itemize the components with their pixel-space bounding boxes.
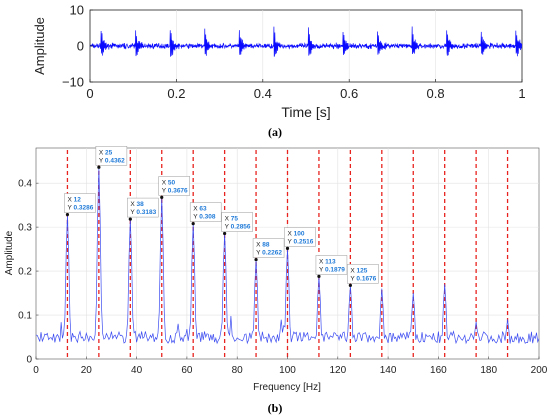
datatip-x-readout: X 12 [67, 197, 81, 204]
spectrum-x-tick-label: 0 [33, 365, 39, 376]
spectrum-plot-grid [36, 148, 539, 359]
datatip-marker [317, 274, 321, 279]
datatip-box [252, 238, 285, 258]
datatip-box [127, 197, 159, 218]
datatip-y-readout: Y 0.2516 [288, 238, 314, 245]
datatip: X 25Y 0.4362 [95, 146, 128, 169]
datatip-box [158, 176, 190, 196]
datatip-marker [65, 212, 70, 217]
spectrum-y-tick-label: 0.2 [18, 267, 32, 278]
spectrum-x-tick-label: 200 [531, 365, 548, 376]
time-y-axis-label: Amplitude [32, 17, 47, 75]
time-signal-line [89, 26, 523, 57]
datatip-box [189, 202, 222, 222]
datatip-x-readout: X 113 [319, 258, 336, 265]
datatip: X 63Y 0.308 [189, 202, 222, 226]
datatip-box [284, 227, 316, 247]
spectrum-y-axis-label: Amplitude [4, 230, 15, 275]
datatip-marker [191, 222, 195, 226]
datatip-box [315, 255, 348, 275]
panel-b-label: (b) [268, 401, 283, 415]
datatip-x-readout: X 63 [193, 206, 207, 213]
datatip-y-readout: Y 0.308 [193, 214, 216, 221]
datatip: X 38Y 0.3183 [127, 197, 159, 221]
time-signal-series [89, 26, 523, 57]
spectrum-x-tick-label: 100 [279, 365, 296, 376]
datatip: X 75Y 0.2856 [221, 212, 253, 236]
datatip-y-readout: Y 0.3183 [130, 209, 156, 216]
time-x-tick-label: 0.8 [427, 86, 445, 101]
datatip-x-readout: X 125 [350, 267, 367, 274]
time-y-ticks: −10 0 10 [62, 3, 93, 90]
datatip-y-readout: Y 0.4362 [99, 157, 125, 164]
datatip-y-readout: Y 0.3286 [67, 205, 93, 212]
spectrum-x-tick-label: 20 [81, 365, 93, 376]
datatip-marker [97, 165, 101, 169]
spectrum-y-tick-label: 0.3 [18, 223, 32, 234]
datatip-y-readout: Y 0.2856 [225, 223, 251, 230]
time-x-axis-label: Time [s] [281, 104, 330, 120]
panel-a-label: (a) [268, 125, 282, 139]
datatip: X 50Y 0.3676 [158, 176, 190, 200]
datatip-box [95, 146, 128, 166]
spectrum-x-tick-label: 160 [430, 365, 447, 376]
datatip-marker [128, 217, 132, 221]
datatip-x-readout: X 88 [256, 242, 270, 249]
datatip-marker [254, 257, 258, 262]
datatip-x-readout: X 38 [130, 201, 144, 208]
time-x-tick-label: 0.2 [167, 86, 185, 101]
time-x-tick-label: 0 [86, 86, 93, 101]
spectrum-x-tick-label: 180 [480, 365, 497, 376]
datatip-box [64, 193, 96, 213]
time-x-ticks: 0 0.2 0.4 0.6 0.8 1 [86, 79, 526, 101]
time-y-tick-label: −10 [62, 75, 84, 90]
datatip-marker [285, 246, 290, 251]
time-x-tick-label: 0.6 [340, 86, 358, 101]
datatip-x-readout: X 100 [288, 230, 305, 237]
datatip-box [347, 264, 379, 284]
spectrum-y-tick-label: 0.1 [18, 311, 32, 322]
datatip-box [221, 212, 253, 232]
time-x-tick-label: 1 [518, 86, 525, 101]
datatip-y-readout: Y 0.1676 [350, 275, 376, 282]
datatip-y-readout: Y 0.2262 [256, 250, 282, 257]
spectrum-x-tick-label: 140 [380, 365, 397, 376]
spectrum-x-tick-label: 60 [181, 365, 193, 376]
datatip-y-readout: Y 0.1879 [319, 266, 345, 273]
datatip: X 12Y 0.3286 [64, 193, 96, 217]
time-y-tick-label: 0 [77, 39, 84, 54]
time-y-tick-label: 10 [70, 3, 84, 18]
spectrum-y-ticks: 0 0.1 0.2 0.3 0.4 [18, 179, 39, 366]
spectrum-y-tick-label: 0 [26, 355, 32, 366]
spectrum-x-tick-label: 120 [329, 365, 346, 376]
datatip-marker [348, 283, 352, 287]
spectrum-x-tick-label: 40 [131, 365, 143, 376]
datatip-x-readout: X 75 [225, 215, 239, 222]
datatip: X 88Y 0.2262 [252, 238, 285, 262]
time-x-tick-label: 0.4 [254, 86, 272, 101]
datatip-x-readout: X 50 [162, 179, 176, 186]
datatip-marker [223, 231, 227, 236]
spectrum-x-tick-label: 80 [232, 365, 244, 376]
datatip-marker [160, 195, 164, 200]
spectrum-x-ticks: 0 20 40 60 80 100 120 140 160 180 200 [33, 356, 548, 376]
spectrum-x-axis-label: Frequency [Hz] [253, 382, 321, 393]
datatip-x-readout: X 25 [99, 149, 113, 156]
datatip-y-readout: Y 0.3676 [162, 187, 188, 194]
spectrum-y-tick-label: 0.4 [18, 179, 32, 190]
